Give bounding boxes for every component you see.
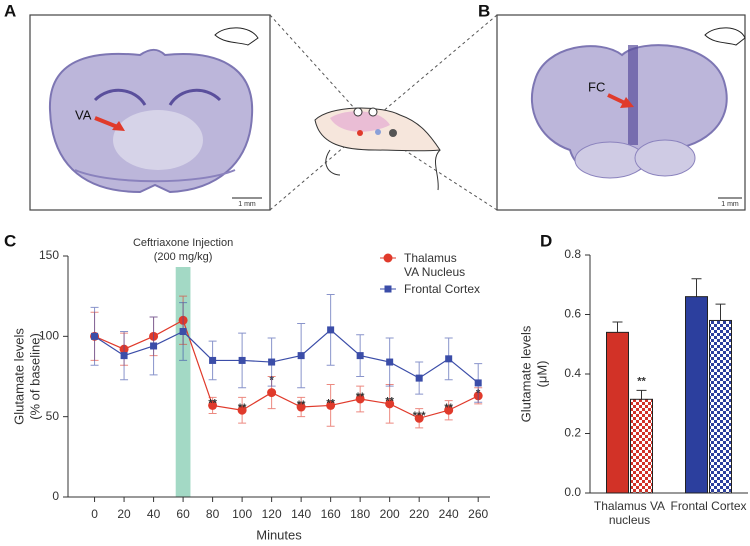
significance-label: *** (413, 410, 427, 422)
point (296, 402, 306, 412)
point (327, 326, 335, 334)
point (238, 356, 246, 364)
significance-label: ** (385, 396, 394, 408)
x-tick-label: 40 (147, 507, 161, 521)
point (326, 400, 336, 410)
y-axis-label: Glutamate levels (11, 328, 26, 425)
point (445, 355, 453, 363)
y-tick-label: 0.2 (564, 426, 581, 440)
legend-label-box: Thalamus VA Nucleus (404, 251, 466, 279)
x-tick-label: 80 (206, 507, 220, 521)
legend-label-box: Frontal Cortex (404, 282, 481, 296)
x-tick-label-box: Thalamus VA nucleus (593, 499, 666, 527)
significance-label: ** (444, 402, 453, 414)
legend-marker (383, 253, 393, 263)
x-tick-label: 120 (262, 507, 282, 521)
significance-label: ** (637, 375, 646, 387)
x-tick-label: 240 (439, 507, 459, 521)
error-bar (636, 389, 647, 400)
significance-label: ** (208, 397, 217, 409)
series-line (94, 329, 479, 384)
y-tick-label: 0.0 (564, 485, 581, 499)
point (386, 358, 394, 366)
error-bar (715, 303, 726, 321)
legend-marker (384, 285, 392, 293)
significance-label: ** (297, 399, 306, 411)
x-tick-label: 160 (321, 507, 341, 521)
point (150, 342, 158, 350)
y-axis-label: (% of baseline) (27, 333, 42, 420)
x-tick-label: 0 (91, 507, 98, 521)
y-tick-label: 100 (39, 329, 59, 343)
bar (685, 296, 708, 494)
x-axis-label: Minutes (256, 527, 302, 542)
brain-section-a: VA 1 mm (29, 14, 271, 211)
series-line (94, 319, 479, 419)
y-tick-label: 0.8 (564, 247, 581, 261)
x-tick-label: 20 (117, 507, 131, 521)
significance-label: ** (356, 391, 365, 403)
point (356, 352, 364, 360)
y-tick-label: 50 (46, 409, 60, 423)
point (208, 400, 218, 410)
x-tick-label: 260 (468, 507, 488, 521)
y-tick-label: 0 (52, 489, 59, 503)
x-tick-label: 100 (232, 507, 252, 521)
x-tick-label: 60 (176, 507, 190, 521)
legend-label: Thalamus VA Nucleus (404, 251, 466, 279)
point (385, 399, 395, 409)
significance-label: ** (326, 397, 335, 409)
image-label: VA (75, 107, 92, 122)
y-tick-label: 0.6 (564, 307, 581, 321)
point (209, 356, 217, 364)
bar (606, 331, 629, 494)
annotation: (200 mg/kg) (154, 251, 213, 263)
scale-label: 1 mm (238, 201, 256, 208)
significance-label: ** (238, 402, 247, 414)
point (415, 374, 423, 382)
x-tick-label: 200 (380, 507, 400, 521)
panel-letter: D (540, 231, 552, 250)
error-bar (612, 321, 623, 333)
legend-label: Frontal Cortex (404, 282, 481, 296)
panel-letter: C (4, 231, 16, 250)
brain-section-b: FC 1 mm (496, 14, 746, 211)
x-tick-label: 220 (409, 507, 429, 521)
bar (630, 398, 653, 494)
mouse-illustration (269, 14, 498, 211)
image-label: FC (588, 79, 605, 94)
scale-label: 1 mm (721, 201, 739, 208)
y-axis-label: (μM) (534, 361, 549, 388)
point (474, 379, 482, 387)
annotation: Ceftriaxone Injection (133, 237, 233, 249)
x-tick-label: Thalamus VA nucleus (593, 499, 666, 527)
point (237, 405, 247, 415)
point (414, 413, 424, 423)
y-axis-label: Glutamate levels (518, 325, 533, 422)
y-tick-label: 0.4 (564, 366, 581, 380)
x-tick-label: 180 (350, 507, 370, 521)
x-tick-label: Frontal Cortex (670, 499, 747, 513)
bar (709, 319, 732, 494)
x-tick-label-box: Frontal Cortex (670, 499, 747, 513)
point (297, 352, 305, 360)
panel-letter: B (478, 1, 490, 20)
point (268, 358, 276, 366)
error-bar (691, 278, 702, 297)
panel-letter: A (4, 1, 16, 20)
injection-shade (175, 267, 191, 497)
y-tick-label: 150 (39, 248, 59, 262)
point (120, 352, 128, 360)
point (444, 405, 454, 415)
point (267, 388, 277, 398)
point (179, 328, 187, 336)
x-tick-label: 140 (291, 507, 311, 521)
point (355, 394, 365, 404)
point (91, 332, 99, 340)
